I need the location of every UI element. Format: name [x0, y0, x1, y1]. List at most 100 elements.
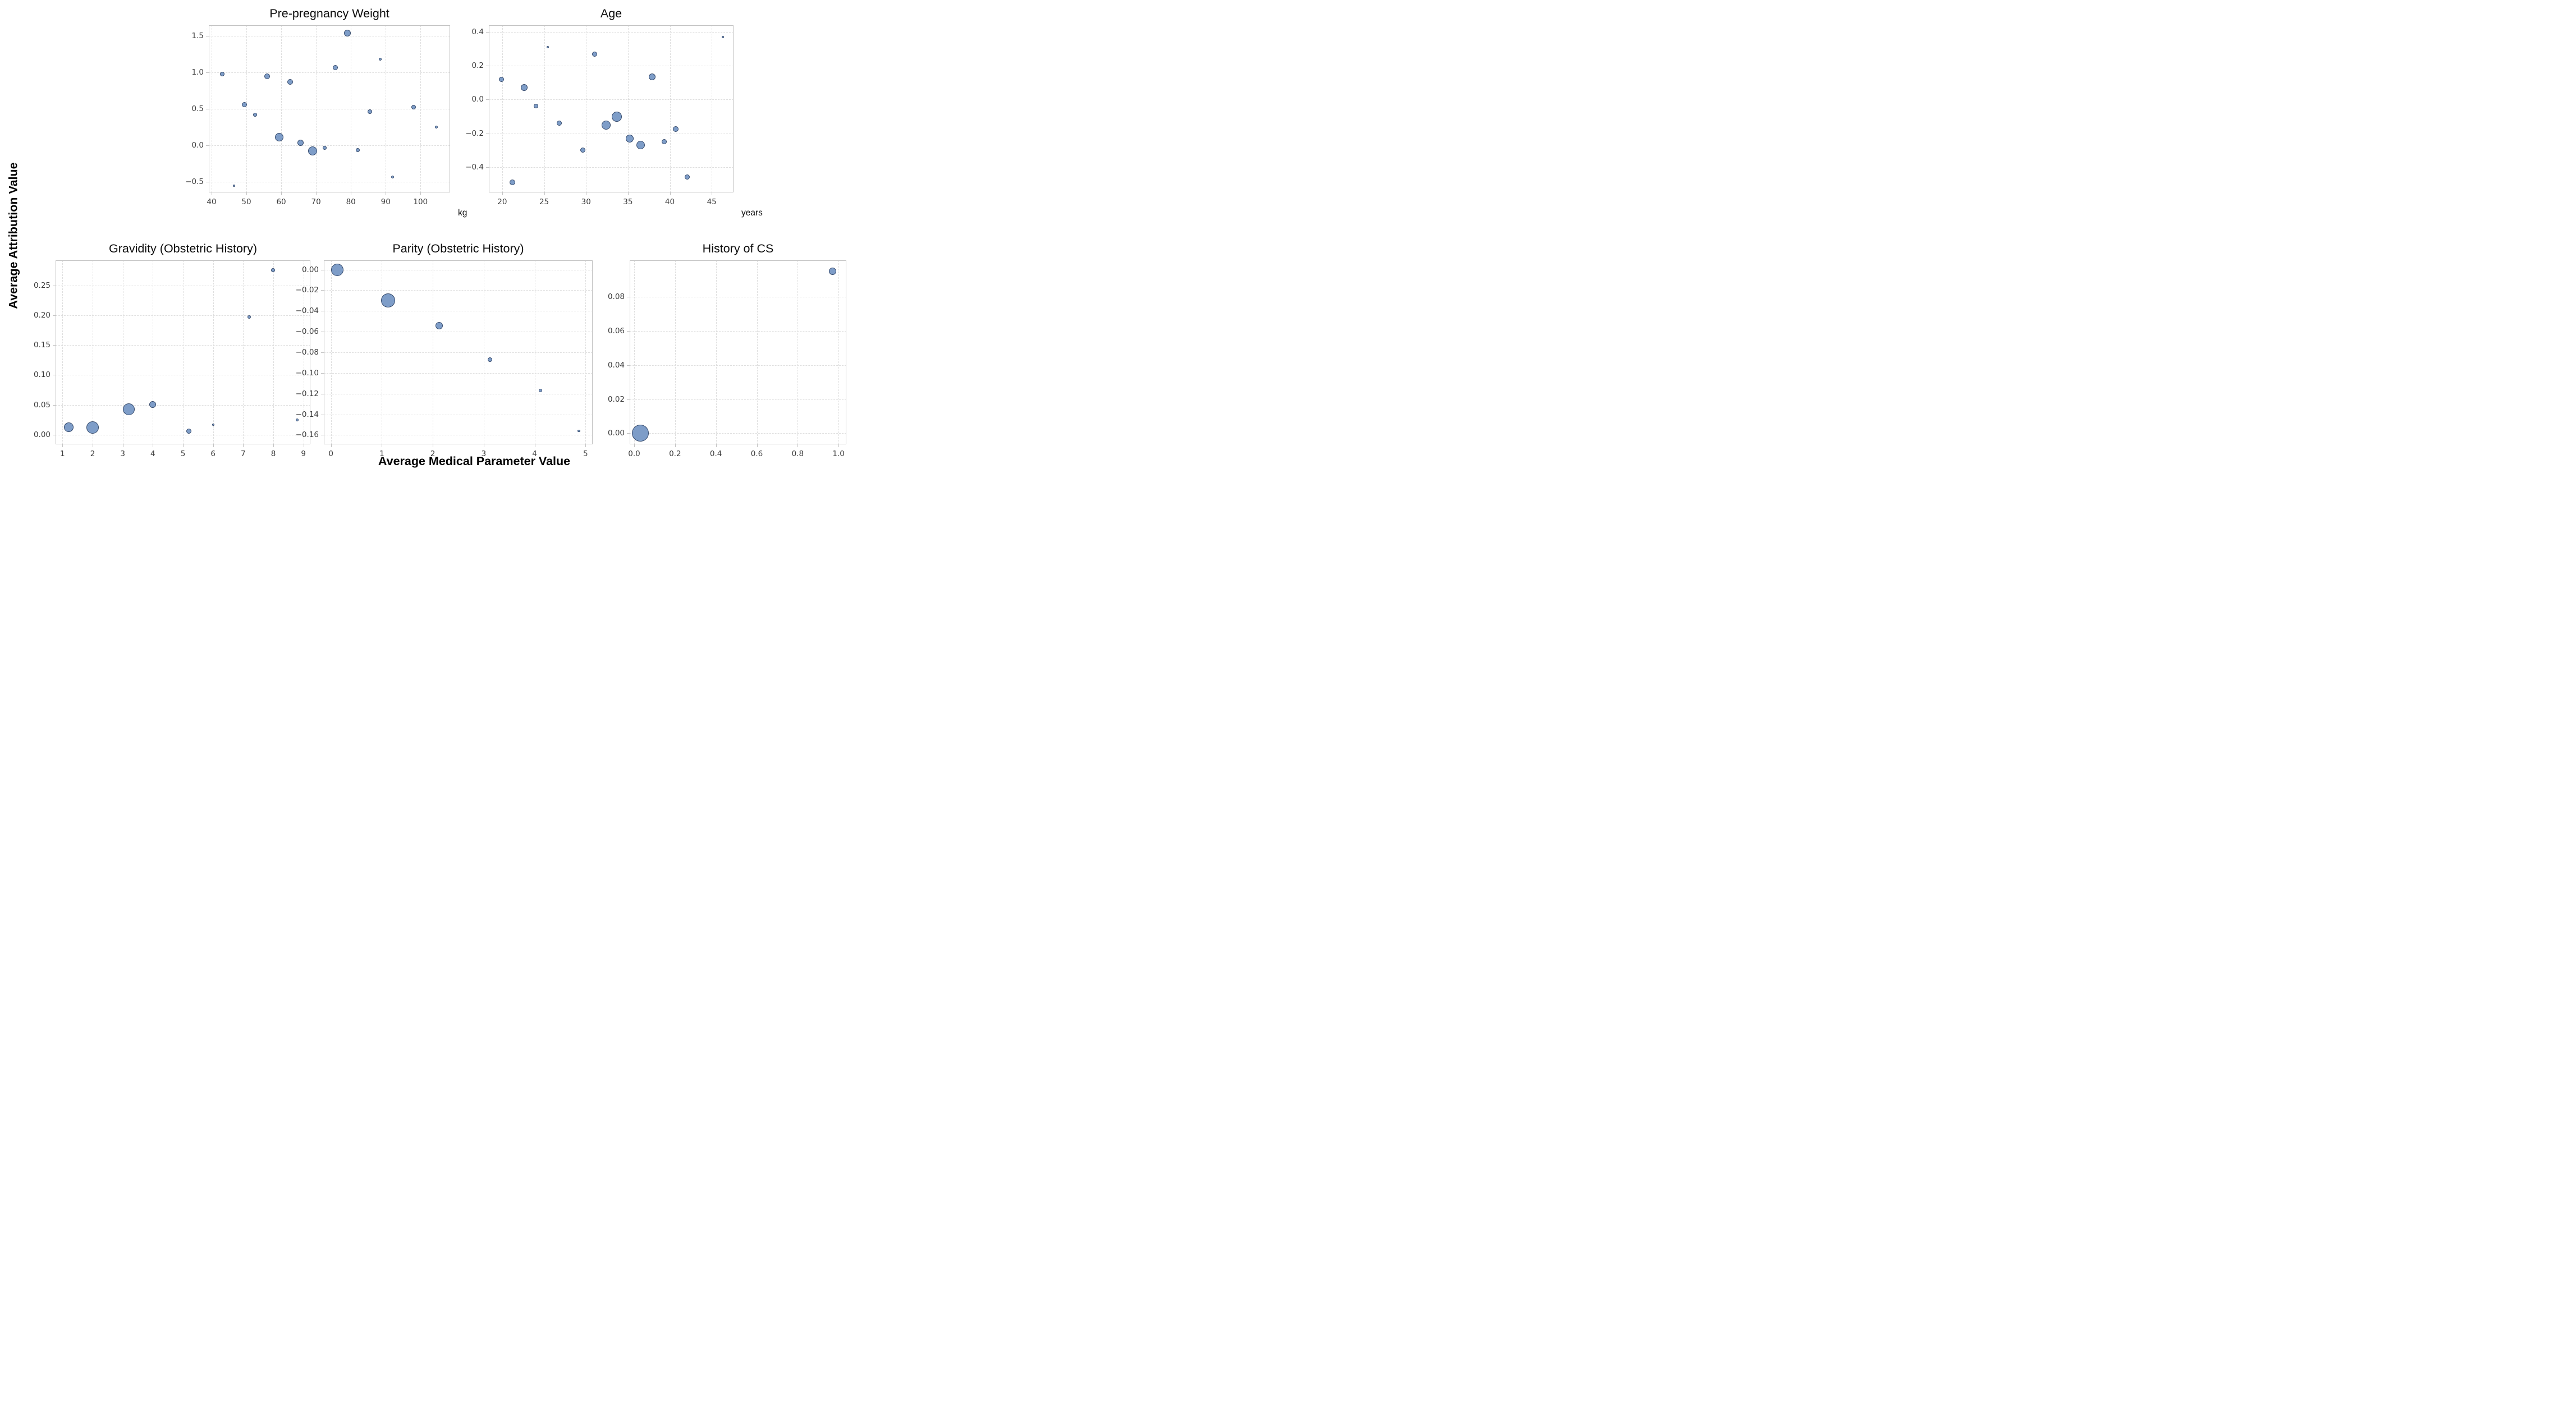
y-tick-mark: [627, 331, 630, 332]
x-gridline: [281, 25, 282, 192]
data-point: [381, 293, 395, 308]
x-gridline: [213, 260, 214, 444]
x-tick-label: 50: [241, 197, 251, 206]
y-tick-label: −0.04: [295, 306, 319, 316]
x-tick-label: 45: [707, 197, 717, 206]
data-point: [636, 141, 645, 150]
x-tick-label: 25: [539, 197, 549, 206]
y-tick-label: 0.05: [33, 400, 51, 410]
data-point: [297, 140, 304, 146]
data-point: [308, 146, 317, 156]
y-tick-label: 0.02: [607, 394, 625, 404]
x-tick-label: 0: [328, 449, 333, 458]
data-point: [247, 315, 251, 319]
x-tick-label: 5: [583, 449, 588, 458]
x-tick-mark: [331, 444, 332, 447]
x-tick-mark: [316, 192, 317, 195]
x-tick-mark: [62, 444, 63, 447]
y-tick-label: −0.2: [465, 128, 484, 138]
shared-y-axis-label: Average Attribution Value: [6, 162, 20, 309]
y-tick-label: 0.0: [471, 95, 484, 104]
data-point: [391, 176, 395, 179]
y-tick-label: −0.16: [295, 430, 319, 440]
y-gridline: [630, 331, 846, 332]
y-gridline: [209, 145, 450, 146]
y-tick-mark: [206, 72, 209, 73]
y-tick-label: 0.00: [33, 430, 51, 439]
x-tick-mark: [273, 444, 274, 447]
y-tick-label: 0.00: [607, 429, 625, 438]
x-tick-label: 4: [532, 449, 537, 458]
x-gridline: [331, 260, 332, 444]
data-point: [63, 422, 74, 432]
x-gridline: [502, 25, 503, 192]
data-point: [212, 423, 214, 426]
data-point: [368, 109, 373, 114]
y-tick-mark: [53, 315, 56, 316]
y-tick-label: 1.5: [191, 31, 204, 41]
x-tick-label: 2: [430, 449, 436, 458]
y-gridline: [209, 72, 450, 73]
plot-title: History of CS: [702, 242, 774, 255]
data-point: [435, 321, 443, 329]
x-gridline: [246, 25, 247, 192]
data-point: [379, 58, 382, 61]
x-tick-mark: [213, 444, 214, 447]
x-tick-mark: [757, 444, 758, 447]
x-tick-label: 1: [60, 449, 65, 458]
x-tick-label: 0.4: [709, 449, 722, 458]
x-gridline: [273, 260, 274, 444]
y-tick-mark: [627, 365, 630, 366]
axes-frame: [324, 260, 593, 444]
data-point: [253, 112, 258, 117]
y-gridline: [324, 290, 593, 291]
plot-title: Gravidity (Obstetric History): [108, 242, 257, 255]
y-tick-mark: [321, 373, 324, 374]
x-tick-label: 0.6: [750, 449, 763, 458]
data-point: [434, 125, 438, 128]
y-tick-mark: [53, 405, 56, 406]
data-point: [721, 36, 724, 39]
x-gridline: [797, 260, 799, 444]
x-tick-label: 35: [623, 197, 633, 206]
x-tick-mark: [585, 444, 586, 447]
y-gridline: [324, 373, 593, 374]
y-tick-label: 0.06: [607, 327, 625, 336]
x-tick-mark: [183, 444, 184, 447]
data-point: [828, 268, 836, 275]
data-point: [343, 30, 351, 37]
x-gridline: [420, 25, 421, 192]
x-gridline: [757, 260, 758, 444]
x-tick-label: 4: [150, 449, 155, 458]
data-point: [271, 268, 276, 272]
y-tick-label: −0.10: [295, 368, 319, 378]
data-point: [323, 146, 327, 150]
data-point: [533, 104, 538, 109]
x-gridline: [675, 260, 676, 444]
y-tick-label: 0.25: [33, 281, 51, 290]
x-gridline: [544, 25, 545, 192]
y-gridline: [630, 433, 846, 434]
data-point: [539, 389, 543, 393]
y-tick-label: 0.00: [301, 265, 319, 274]
x-tick-label: 5: [180, 449, 186, 458]
attribution-bubble-figure: Average Attribution Value Average Medica…: [0, 0, 859, 470]
data-point: [612, 111, 622, 122]
x-gridline: [585, 260, 586, 444]
data-point: [498, 76, 504, 82]
x-gridline: [634, 260, 635, 444]
y-tick-mark: [486, 167, 489, 168]
data-point: [275, 133, 284, 142]
data-point: [509, 179, 515, 185]
data-point: [602, 120, 611, 130]
x-tick-label: 0.0: [628, 449, 640, 458]
shared-x-axis-label: Average Medical Parameter Value: [378, 454, 571, 468]
y-tick-mark: [206, 145, 209, 146]
x-gridline: [243, 260, 244, 444]
data-point: [685, 174, 690, 180]
data-point: [186, 429, 192, 434]
x-tick-label: 6: [210, 449, 216, 458]
plot-title: Age: [600, 7, 622, 20]
y-tick-label: 0.10: [33, 370, 51, 380]
axis-unit-label: kg: [458, 208, 467, 218]
